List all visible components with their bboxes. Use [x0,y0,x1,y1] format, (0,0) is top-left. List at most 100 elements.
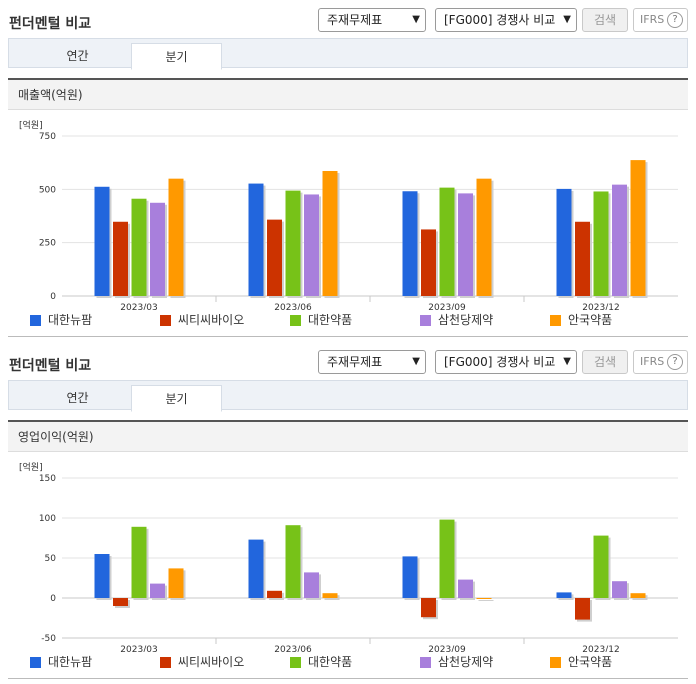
bar-samchundang-pharm-2023-12 [612,581,627,598]
help-icon[interactable]: ? [667,354,683,370]
period-tabs: 연간 분기 [8,38,688,70]
metric-title: 매출액(억원) [8,80,688,110]
y-axis-unit: [억원] [19,121,43,131]
bar-ctc-bio-2023-06 [267,590,282,598]
legend-label: 삼천당제약 [438,655,494,669]
divider [8,78,688,80]
chevron-down-icon: ▼ [412,14,420,25]
bar-samchundang-pharm-2023-03 [150,202,165,296]
y-tick-label: 750 [39,132,56,142]
legend-label: 씨티씨바이오 [178,313,245,327]
bar-ahngook-pharm-2023-12 [630,160,646,296]
bar-ctc-bio-2023-12 [575,598,590,620]
search-button[interactable]: 검색 [582,8,628,32]
y-tick-label: 50 [45,554,57,564]
x-tick-label: 2023/06 [274,645,312,652]
bar-daehan-newpharm-2023-09 [402,556,418,598]
legend-swatch [550,315,561,326]
legend-swatch [420,315,431,326]
legend-label: 대한뉴팜 [48,313,93,327]
y-tick-label: 0 [50,594,56,604]
legend-swatch [420,657,431,668]
help-icon[interactable]: ? [667,12,683,28]
ifrs-toggle[interactable]: IFRS ? [633,8,688,32]
chevron-down-icon: ▼ [412,356,420,367]
bar-daehan-pharm-2023-09 [439,187,455,296]
x-tick-label: 2023/09 [428,303,466,310]
x-tick-label: 2023/12 [582,645,619,652]
x-tick-label: 2023/12 [582,303,619,310]
x-tick-label: 2023/09 [428,645,466,652]
panel-title: 펀더멘털 비교 [9,16,92,32]
legend-label: 대한약품 [308,655,353,669]
x-tick-label: 2023/06 [274,303,312,310]
y-tick-label: 250 [39,239,56,249]
bar-daehan-newpharm-2023-06 [248,539,264,598]
legend-label: 씨티씨바이오 [178,655,245,669]
y-tick-label: -50 [41,634,56,644]
company-group-value: [FG000] 경쟁사 비교 [444,355,556,369]
tab-quarterly[interactable]: 분기 [131,43,222,70]
statement-type-value: 주재무제표 [327,355,383,369]
bar-daehan-newpharm-2023-09 [402,191,418,296]
bar-ahngook-pharm-2023-12 [630,593,646,598]
divider [8,336,688,337]
bar-samchundang-pharm-2023-06 [304,572,319,598]
x-tick-label: 2023/03 [120,645,157,652]
period-tabs: 연간 분기 [8,380,688,412]
bar-daehan-pharm-2023-03 [131,198,147,296]
statement-type-value: 주재무제표 [327,13,383,27]
company-group-select[interactable]: [FG000] 경쟁사 비교 ▼ [435,350,577,374]
bar-ahngook-pharm-2023-06 [322,170,338,296]
bar-daehan-pharm-2023-09 [439,519,455,598]
company-group-value: [FG000] 경쟁사 비교 [444,13,556,27]
tab-quarterly[interactable]: 분기 [131,385,222,412]
bar-ahngook-pharm-2023-03 [168,568,184,598]
bar-samchundang-pharm-2023-09 [458,579,473,598]
bar-daehan-pharm-2023-12 [593,535,609,598]
bar-ahngook-pharm-2023-06 [322,593,338,598]
legend-swatch [290,315,301,326]
metric-title: 영업이익(억원) [8,422,688,452]
statement-type-select[interactable]: 주재무제표 ▼ [318,350,426,374]
ifrs-toggle[interactable]: IFRS ? [633,350,688,374]
statement-type-select[interactable]: 주재무제표 ▼ [318,8,426,32]
legend-label: 안국약품 [568,655,613,669]
y-axis-unit: [억원] [19,463,43,473]
legend-swatch [550,657,561,668]
bar-ctc-bio-2023-12 [575,221,590,296]
legend-label: 대한뉴팜 [48,655,93,669]
bar-samchundang-pharm-2023-09 [458,193,473,296]
legend-label: 대한약품 [308,313,353,327]
bar-daehan-newpharm-2023-12 [556,188,572,296]
ifrs-label: IFRS [640,355,665,368]
search-button[interactable]: 검색 [582,350,628,374]
x-tick-label: 2023/03 [120,303,157,310]
legend-swatch [160,657,171,668]
legend-swatch [30,315,41,326]
bar-daehan-pharm-2023-06 [285,525,301,598]
bar-samchundang-pharm-2023-03 [150,583,165,598]
company-group-select[interactable]: [FG000] 경쟁사 비교 ▼ [435,8,577,32]
bar-ctc-bio-2023-09 [421,598,436,618]
bar-ctc-bio-2023-03 [113,598,128,606]
panel-title: 펀더멘털 비교 [9,358,92,374]
ifrs-label: IFRS [640,13,665,26]
bar-daehan-pharm-2023-03 [131,526,147,598]
tab-annual[interactable]: 연간 [66,49,89,63]
bar-daehan-newpharm-2023-06 [248,183,264,296]
revenue-bar-chart: 0 250 500 750 2023/03 2023/06 2023/09 2023/12 [39,132,678,310]
divider [8,678,688,679]
bar-daehan-newpharm-2023-03 [94,554,110,598]
legend-swatch [290,657,301,668]
bar-ahngook-pharm-2023-03 [168,178,184,296]
tab-annual[interactable]: 연간 [66,391,89,405]
bar-ahngook-pharm-2023-09 [476,598,492,599]
bar-daehan-pharm-2023-12 [593,191,609,296]
bar-ahngook-pharm-2023-09 [476,178,492,296]
divider [8,420,688,422]
y-tick-label: 150 [39,474,56,484]
legend-swatch [30,657,41,668]
bar-ctc-bio-2023-06 [267,219,282,296]
bar-samchundang-pharm-2023-12 [612,184,627,296]
